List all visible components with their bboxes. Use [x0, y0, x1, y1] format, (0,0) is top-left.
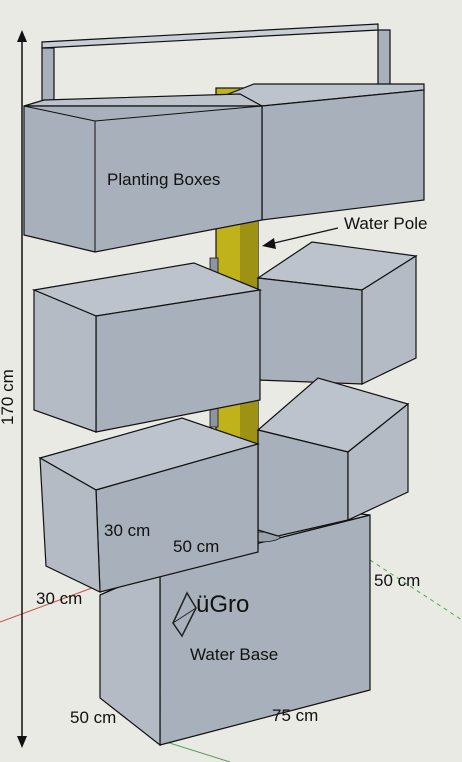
height-arrow-top	[17, 30, 27, 42]
height-dimension	[17, 30, 27, 748]
base-height-label: 50 cm	[374, 571, 420, 590]
green-axis-line	[369, 559, 462, 621]
red-axis-line	[0, 584, 101, 623]
planting-box-low-right	[256, 377, 410, 537]
box-low-right-side	[347, 402, 409, 521]
logo-text: üGro	[196, 591, 249, 618]
height-arrow-bottom	[17, 736, 27, 748]
axis-lines	[0, 559, 462, 762]
green-axis-line-bottom	[159, 739, 231, 762]
box-width-label: 50 cm	[173, 537, 219, 556]
planting-boxes-label: Planting Boxes	[107, 170, 220, 189]
planting-box-top-left	[23, 93, 263, 253]
water-base-label: Water Base	[190, 645, 278, 664]
water-pole-label: Water Pole	[344, 214, 427, 233]
base-depth-label: 30 cm	[36, 589, 82, 608]
box-top-right-front	[261, 89, 425, 221]
base-front-width-label: 50 cm	[70, 708, 116, 727]
handle-left-leg	[41, 47, 55, 109]
planting-box-low-left	[38, 417, 261, 593]
water-pole-arrow-line	[269, 227, 339, 245]
height-dimension-label: 170 cm	[0, 369, 17, 425]
top-handle	[41, 23, 391, 109]
water-pole-arrowhead	[262, 238, 276, 249]
box-top-left-edge-front	[94, 105, 263, 122]
box-mid-left-side	[33, 289, 97, 433]
box-depth-label: 30 cm	[104, 521, 150, 540]
planting-box-mid-right	[256, 241, 418, 385]
box-top-left-front	[23, 105, 263, 253]
box-top-left-edge-top	[23, 105, 96, 122]
water-pole-callout	[262, 227, 339, 249]
base-side-width-label: 75 cm	[272, 706, 318, 725]
water-base	[99, 507, 371, 747]
planting-box-mid-left	[31, 262, 263, 433]
box-mid-right-side	[361, 254, 417, 385]
box-mid-right-front	[257, 277, 363, 385]
ugro-logo: üGro	[172, 591, 249, 638]
box-top-left-rim	[23, 93, 263, 107]
box-low-left-side	[39, 456, 101, 593]
handle-bar	[41, 23, 379, 49]
logo-leaf-vein	[172, 607, 197, 624]
handle-right-leg	[377, 29, 391, 93]
